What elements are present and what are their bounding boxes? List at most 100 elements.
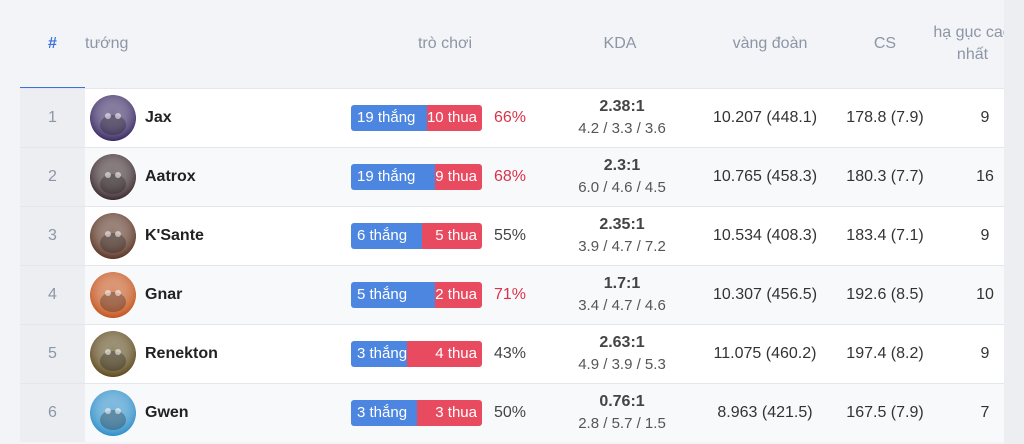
header-rank[interactable]: # xyxy=(48,35,57,52)
kda-block: 2.35:1 3.9 / 4.7 / 7.2 xyxy=(562,215,682,257)
ksante-avatar-icon[interactable] xyxy=(90,213,136,259)
losses-label: 3 thua xyxy=(417,400,482,426)
champion-name[interactable]: Aatrox xyxy=(145,168,196,185)
row-content: Gnar 5 thắng 2 thua 71% 1.7:1 3.4 / 4.7 … xyxy=(85,266,1024,324)
team-gold: 10.307 (456.5) xyxy=(712,286,818,303)
winrate: 71% xyxy=(494,286,527,303)
gwen-avatar-icon[interactable] xyxy=(90,390,136,436)
win-loss-bar: 3 thắng 4 thua xyxy=(351,341,482,367)
wins-label: 3 thắng xyxy=(351,341,407,367)
renekton-avatar-icon[interactable] xyxy=(90,331,136,377)
win-loss-bar: 5 thắng 2 thua xyxy=(351,282,482,308)
kda-stats: 3.4 / 4.7 / 4.6 xyxy=(578,297,666,314)
rank-number: 5 xyxy=(20,325,85,383)
kda-ratio: 2.63:1 xyxy=(599,334,645,351)
header-kda[interactable]: KDA xyxy=(603,35,637,52)
kda-stats: 3.9 / 4.7 / 7.2 xyxy=(578,238,666,255)
kda-stats: 2.8 / 5.7 / 1.5 xyxy=(578,415,666,432)
table-header: # tướng trò chơi KDA vàng đoàn CS hạ gục… xyxy=(20,0,1024,90)
rank-number: 3 xyxy=(20,207,85,265)
wins-label: 5 thắng xyxy=(351,282,436,308)
row-content: Jax 19 thắng 10 thua 66% 2.38:1 4.2 / 3.… xyxy=(85,89,1024,147)
winrate: 50% xyxy=(494,404,527,421)
champion-name[interactable]: Renekton xyxy=(145,345,218,362)
row-content: Gwen 3 thắng 3 thua 50% 0.76:1 2.8 / 5.7… xyxy=(85,384,1024,442)
winrate: 68% xyxy=(494,168,527,185)
max-kills: 9 xyxy=(980,227,990,244)
winrate: 43% xyxy=(494,345,527,362)
creep-score: 178.8 (7.9) xyxy=(846,109,924,126)
winrate: 66% xyxy=(494,109,527,126)
losses-label: 10 thua xyxy=(426,105,482,131)
table-row[interactable]: 5 Renekton xyxy=(20,324,1024,383)
creep-score: 183.4 (7.1) xyxy=(846,227,924,244)
aatrox-avatar-icon[interactable] xyxy=(90,154,136,200)
jax-avatar-icon[interactable] xyxy=(90,95,136,141)
kda-ratio: 2.3:1 xyxy=(603,157,641,174)
wins-label: 6 thắng xyxy=(351,223,422,249)
win-loss-bar: 19 thắng 10 thua xyxy=(351,105,482,131)
row-content: K'Sante 6 thắng 5 thua 55% 2.35:1 3.9 / … xyxy=(85,207,1024,265)
row-content: Renekton 3 thắng 4 thua 43% 2.63:1 4.9 /… xyxy=(85,325,1024,383)
rank-number: 4 xyxy=(20,266,85,324)
header-games[interactable]: trò chơi xyxy=(417,35,473,52)
kda-block: 2.38:1 4.2 / 3.3 / 3.6 xyxy=(562,97,682,139)
kda-stats: 4.2 / 3.3 / 3.6 xyxy=(578,120,666,137)
rank-number: 6 xyxy=(20,384,85,442)
max-kills: 7 xyxy=(980,404,990,421)
max-kills: 10 xyxy=(976,286,994,303)
losses-label: 5 thua xyxy=(422,223,482,249)
champion-name[interactable]: Gwen xyxy=(145,404,189,421)
losses-label: 2 thua xyxy=(435,282,482,308)
team-gold: 10.207 (448.1) xyxy=(712,109,818,126)
max-kills: 16 xyxy=(976,168,994,185)
creep-score: 180.3 (7.7) xyxy=(846,168,924,185)
table-row[interactable]: 4 Gnar 5 xyxy=(20,265,1024,324)
win-loss-bar: 3 thắng 3 thua xyxy=(351,400,482,426)
table-row[interactable]: 3 K'Sante xyxy=(20,206,1024,265)
kda-ratio: 0.76:1 xyxy=(599,393,645,410)
champion-name[interactable]: K'Sante xyxy=(145,227,204,244)
wins-label: 19 thắng xyxy=(351,164,436,190)
kda-block: 2.3:1 6.0 / 4.6 / 4.5 xyxy=(562,156,682,198)
table-row[interactable]: 6 Gwen 3 xyxy=(20,383,1024,442)
header-max-kills[interactable]: hạ gục cao nhất xyxy=(933,24,1012,63)
gnar-avatar-icon[interactable] xyxy=(90,272,136,318)
wins-label: 3 thắng xyxy=(351,400,417,426)
header-cs[interactable]: CS xyxy=(873,35,897,52)
kda-ratio: 1.7:1 xyxy=(603,275,641,292)
max-kills: 9 xyxy=(980,345,990,362)
team-gold: 11.075 (460.2) xyxy=(713,345,817,362)
table-row[interactable]: 1 Jax 19 xyxy=(20,88,1024,147)
kda-ratio: 2.38:1 xyxy=(599,98,645,115)
kda-block: 2.63:1 4.9 / 3.9 / 5.3 xyxy=(562,333,682,375)
rank-number: 1 xyxy=(20,89,85,147)
team-gold: 10.765 (458.3) xyxy=(712,168,818,185)
rank-number: 2 xyxy=(20,148,85,206)
win-loss-bar: 19 thắng 9 thua xyxy=(351,164,482,190)
kda-block: 1.7:1 3.4 / 4.7 / 4.6 xyxy=(562,274,682,316)
creep-score: 192.6 (8.5) xyxy=(846,286,924,303)
scrollbar-track[interactable] xyxy=(1004,0,1024,444)
losses-label: 9 thua xyxy=(435,164,482,190)
kda-stats: 6.0 / 4.6 / 4.5 xyxy=(578,179,666,196)
losses-label: 4 thua xyxy=(407,341,482,367)
champion-name[interactable]: Gnar xyxy=(145,286,183,303)
champion-name[interactable]: Jax xyxy=(145,109,172,126)
header-champion[interactable]: tướng xyxy=(85,35,129,52)
champion-stats-table: # tướng trò chơi KDA vàng đoàn CS hạ gục… xyxy=(20,0,1024,444)
win-loss-bar: 6 thắng 5 thua xyxy=(351,223,482,249)
max-kills: 9 xyxy=(980,109,990,126)
team-gold: 8.963 (421.5) xyxy=(717,404,813,421)
kda-stats: 4.9 / 3.9 / 5.3 xyxy=(578,356,666,373)
winrate: 55% xyxy=(494,227,527,244)
kda-ratio: 2.35:1 xyxy=(599,216,645,233)
team-gold: 10.534 (408.3) xyxy=(712,227,818,244)
creep-score: 167.5 (7.9) xyxy=(846,404,924,421)
table-body: 1 Jax 19 xyxy=(20,88,1024,442)
row-content: Aatrox 19 thắng 9 thua 68% 2.3:1 6.0 / 4… xyxy=(85,148,1024,206)
kda-block: 0.76:1 2.8 / 5.7 / 1.5 xyxy=(562,392,682,434)
table-row[interactable]: 2 Aatrox xyxy=(20,147,1024,206)
header-gold[interactable]: vàng đoàn xyxy=(732,35,808,52)
creep-score: 197.4 (8.2) xyxy=(846,345,924,362)
